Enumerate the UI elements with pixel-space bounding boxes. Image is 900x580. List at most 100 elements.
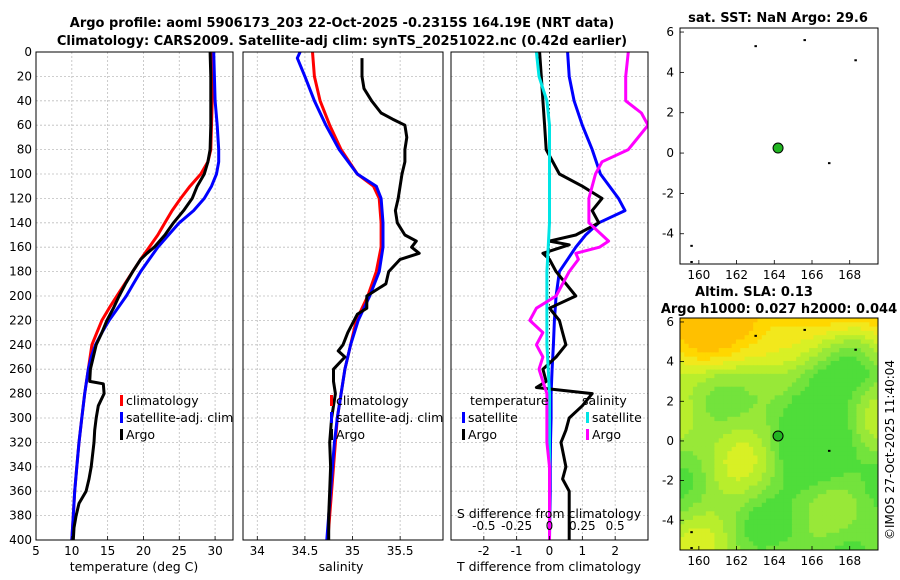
legend-swatch	[586, 429, 589, 440]
temperature-panel: 5 10 15 20 25 3002040608010012014016018020022…	[9, 45, 234, 558]
x-tick-label: 15	[100, 544, 115, 558]
y-tick-label: 6	[666, 25, 674, 39]
x-tick-label: 168	[838, 268, 861, 282]
s-tick-label: 0.25	[569, 519, 596, 533]
series-line-satellite-adj-clim	[70, 52, 221, 540]
legend-label: Argo	[126, 427, 155, 442]
legend-salinity-header: salinity	[582, 393, 627, 408]
legend-temperature-header: temperature	[470, 393, 549, 408]
x-tick-label: 162	[725, 268, 748, 282]
island-mark	[754, 45, 757, 48]
series-line-argo	[71, 52, 213, 540]
y-tick-label: 4	[666, 65, 674, 79]
x-tick-label: -2	[478, 544, 490, 558]
sla-heatmap	[680, 318, 878, 550]
x-tick-label: 168	[838, 554, 861, 568]
legend-label: satellite	[468, 410, 518, 425]
difference-xlabel: T difference from climatology	[456, 559, 642, 574]
series-line-argo	[327, 58, 421, 540]
legend-label: climatology	[336, 393, 409, 408]
y-tick-label: -4	[662, 227, 674, 241]
figure-title-line2: Climatology: CARS2009. Satellite-adj cli…	[57, 34, 627, 49]
y-tick-label: 300	[9, 411, 32, 425]
y-tick-label: 160	[9, 240, 32, 254]
y-tick-label: 340	[9, 460, 32, 474]
x-tick-label: 160	[687, 268, 710, 282]
island-mark	[854, 59, 857, 62]
y-tick-label: 280	[9, 387, 32, 401]
x-tick-label: 2	[611, 544, 619, 558]
y-tick-label: 200	[9, 289, 32, 303]
x-tick-label: 0	[546, 544, 554, 558]
map-frame	[679, 27, 879, 265]
island-mark	[803, 39, 806, 42]
legend-label: satellite-adj. clim	[126, 410, 233, 425]
y-tick-label: 140	[9, 216, 32, 230]
x-tick-label: 5	[32, 544, 40, 558]
legend-label: climatology	[126, 393, 199, 408]
y-tick-label: 6	[666, 315, 674, 329]
s-tick-label: 0.5	[606, 519, 625, 533]
y-tick-label: 380	[9, 509, 32, 523]
y-tick-label: 260	[9, 362, 32, 376]
y-tick-label: -4	[662, 513, 674, 527]
island-mark	[690, 547, 693, 550]
difference-panel: -2 -1 0 1 2 -0.5 -0.25 0 0.25 0.5 temperature satel…	[450, 51, 649, 558]
y-tick-label: 320	[9, 435, 32, 449]
salinity-xlabel: salinity	[319, 559, 364, 574]
figure-title-line1: Argo profile: aoml 5906173_203 22-Oct-20…	[70, 16, 614, 31]
y-tick-label: 0	[666, 146, 674, 160]
y-tick-label: 400	[9, 533, 32, 547]
island-mark	[690, 260, 693, 263]
legend-label: Argo	[592, 427, 621, 442]
legend-label: Argo	[468, 427, 497, 442]
island-mark	[827, 449, 831, 452]
y-tick-label: -2	[662, 474, 674, 488]
argo-location-marker	[772, 142, 784, 154]
map-frame	[679, 317, 879, 551]
legend-swatch	[462, 412, 465, 423]
x-tick-label: 162	[725, 554, 748, 568]
legend-swatch	[330, 429, 333, 440]
argo-location-marker	[772, 430, 784, 442]
legend-swatch	[120, 395, 123, 406]
sst-map-panel: 160 162 164 166 168 -4 -2 0 2 4 6	[662, 25, 879, 282]
credit-text: ©IMOS 27-Oct-2025 11:40:04	[883, 360, 897, 540]
temperature-xlabel: temperature (deg C)	[70, 559, 199, 574]
x-tick-label: 166	[801, 268, 824, 282]
x-tick-label: 164	[763, 268, 786, 282]
y-tick-label: 360	[9, 484, 32, 498]
y-tick-label: 2	[666, 394, 674, 408]
y-tick-label: -2	[662, 186, 674, 200]
sla-map-title2: Argo h1000: 0.027 h2000: 0.044	[661, 302, 897, 317]
island-mark	[690, 531, 693, 534]
legend-swatch	[120, 412, 123, 423]
y-tick-label: 2	[666, 106, 674, 120]
x-tick-label: 1	[579, 544, 587, 558]
island-mark	[803, 328, 806, 331]
x-tick-label: 34	[250, 544, 265, 558]
x-tick-label: 30	[207, 544, 222, 558]
y-tick-label: 0	[666, 434, 674, 448]
y-tick-label: 4	[666, 355, 674, 369]
y-tick-label: 0	[24, 45, 32, 59]
y-tick-label: 80	[17, 143, 32, 157]
legend-swatch	[120, 429, 123, 440]
x-tick-label: 35.5	[387, 544, 414, 558]
x-tick-label: -1	[511, 544, 523, 558]
plot-frame	[242, 51, 444, 541]
s-tick-label: -0.5	[472, 519, 495, 533]
salinity-panel: 34 34.5 35 35.5 climatology satellite-adj. cl…	[242, 51, 444, 558]
y-tick-label: 180	[9, 265, 32, 279]
s-difference-label: S difference from climatology	[457, 506, 642, 521]
legend-label: satellite-adj. clim	[336, 410, 443, 425]
x-tick-label: 164	[763, 554, 786, 568]
x-tick-label: 20	[136, 544, 151, 558]
y-tick-label: 220	[9, 313, 32, 327]
x-tick-label: 10	[64, 544, 79, 558]
series-line-satellite-adj-clim	[295, 52, 385, 540]
y-tick-label: 60	[17, 118, 32, 132]
x-tick-label: 25	[172, 544, 187, 558]
plot-frame	[35, 51, 234, 541]
